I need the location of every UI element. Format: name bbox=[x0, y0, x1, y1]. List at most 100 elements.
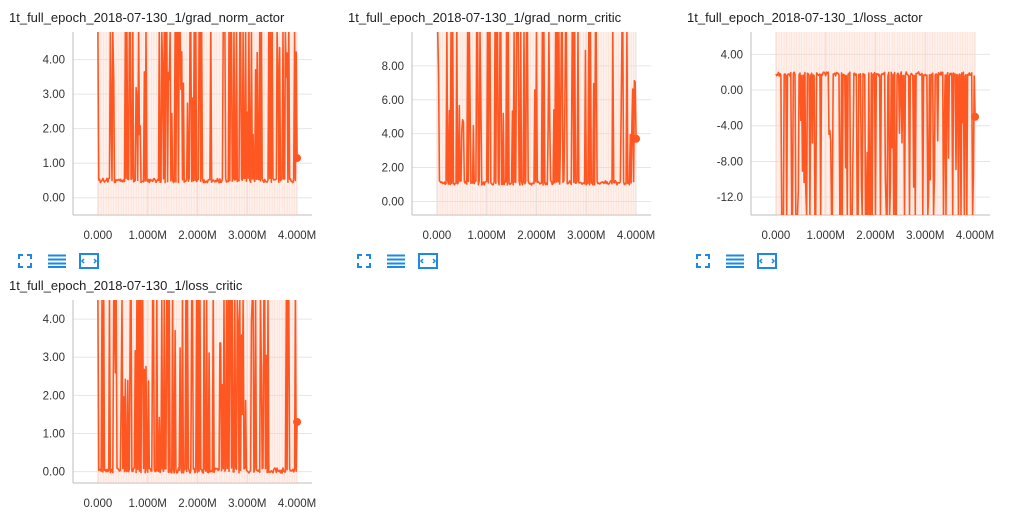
raw-band-mark bbox=[184, 32, 186, 215]
toggle-log-scale-button[interactable] bbox=[724, 251, 746, 271]
raw-band-mark bbox=[453, 32, 455, 215]
raw-band-mark bbox=[147, 32, 149, 215]
raw-band-mark bbox=[149, 300, 151, 483]
fit-domain-icon bbox=[418, 253, 438, 269]
raw-band-mark bbox=[114, 32, 116, 215]
y-tick-label: 2.00 bbox=[382, 163, 404, 175]
raw-band-mark bbox=[280, 32, 282, 215]
last-value-point[interactable] bbox=[632, 134, 641, 143]
y-tick-label: 8.00 bbox=[382, 61, 404, 73]
series-line bbox=[775, 71, 976, 215]
fit-domain-button[interactable] bbox=[756, 251, 778, 271]
raw-band-mark bbox=[172, 32, 174, 215]
raw-band-mark bbox=[205, 32, 207, 215]
raw-band-mark bbox=[207, 300, 209, 483]
toggle-log-scale-icon bbox=[387, 254, 405, 268]
raw-band-mark bbox=[278, 300, 281, 483]
raw-band-mark bbox=[265, 32, 267, 215]
y-tick-label: 0.00 bbox=[382, 196, 404, 208]
raw-band-mark bbox=[835, 32, 837, 215]
raw-band-mark bbox=[582, 32, 585, 215]
raw-band-mark bbox=[210, 300, 212, 483]
raw-band-mark bbox=[215, 300, 217, 483]
raw-band-mark bbox=[938, 32, 940, 215]
last-value-point[interactable] bbox=[293, 418, 302, 426]
raw-band-mark bbox=[531, 32, 533, 215]
raw-band-mark bbox=[248, 300, 251, 483]
y-tick-label: 4.00 bbox=[382, 129, 404, 141]
raw-band-mark bbox=[817, 32, 819, 215]
raw-band-mark bbox=[214, 32, 216, 215]
raw-band-mark bbox=[292, 32, 294, 215]
series-line bbox=[436, 32, 637, 186]
raw-band-mark bbox=[277, 300, 279, 483]
raw-band-mark bbox=[877, 32, 879, 215]
y-tick-label: 3.00 bbox=[43, 89, 65, 101]
raw-band-mark bbox=[810, 32, 812, 215]
raw-band-mark bbox=[777, 32, 779, 215]
raw-band-mark bbox=[609, 32, 611, 215]
raw-band-mark bbox=[460, 32, 462, 215]
raw-band-mark bbox=[252, 32, 254, 215]
raw-band-mark bbox=[619, 32, 621, 215]
raw-band-mark bbox=[285, 32, 287, 215]
fit-domain-icon bbox=[79, 253, 99, 269]
toggle-log-scale-button[interactable] bbox=[46, 251, 68, 271]
raw-band-mark bbox=[607, 32, 610, 215]
x-tick-label: 1.000M bbox=[129, 230, 167, 242]
raw-band-mark bbox=[290, 300, 292, 483]
raw-band-mark bbox=[99, 300, 101, 483]
series-line bbox=[97, 300, 298, 474]
raw-band-mark bbox=[940, 32, 942, 215]
raw-band-mark bbox=[440, 32, 442, 215]
fullscreen-icon bbox=[357, 254, 371, 268]
raw-band-mark bbox=[968, 32, 970, 215]
raw-band-mark bbox=[275, 300, 277, 483]
raw-band-mark bbox=[824, 32, 826, 215]
fullscreen-button[interactable] bbox=[692, 251, 714, 271]
raw-band-mark bbox=[119, 300, 121, 483]
x-tick-label: 1.000M bbox=[807, 230, 845, 242]
raw-band-mark bbox=[885, 32, 887, 215]
raw-band-mark bbox=[602, 32, 605, 215]
raw-band-mark bbox=[212, 32, 214, 215]
y-tick-label: 6.00 bbox=[382, 95, 404, 107]
fit-domain-button[interactable] bbox=[417, 251, 439, 271]
raw-band-mark bbox=[443, 32, 445, 215]
last-value-point[interactable] bbox=[293, 154, 302, 163]
raw-band-mark bbox=[551, 32, 553, 215]
series-line bbox=[97, 32, 298, 184]
raw-band-mark bbox=[121, 32, 123, 215]
last-value-point[interactable] bbox=[971, 112, 980, 121]
raw-band-mark bbox=[624, 32, 626, 215]
y-tick-label: 4.00 bbox=[721, 49, 743, 61]
raw-band-mark bbox=[177, 300, 179, 483]
raw-band-mark bbox=[202, 32, 204, 215]
toggle-log-scale-button[interactable] bbox=[385, 251, 407, 271]
raw-band-mark bbox=[799, 32, 801, 215]
fullscreen-icon bbox=[18, 254, 32, 268]
raw-band-mark bbox=[117, 300, 120, 483]
y-tick-label: 4.00 bbox=[43, 314, 65, 326]
raw-band-mark bbox=[953, 32, 955, 215]
fullscreen-button[interactable] bbox=[14, 251, 36, 271]
raw-band-mark bbox=[491, 32, 493, 215]
raw-band-mark bbox=[634, 32, 636, 215]
fit-domain-button[interactable] bbox=[78, 251, 100, 271]
raw-band-mark bbox=[597, 32, 600, 215]
raw-band-mark bbox=[569, 32, 571, 215]
raw-band-mark bbox=[920, 32, 922, 215]
raw-band-mark bbox=[272, 300, 274, 483]
fullscreen-button[interactable] bbox=[353, 251, 375, 271]
raw-band-mark bbox=[220, 32, 222, 215]
raw-band-mark bbox=[591, 32, 593, 215]
raw-band-mark bbox=[283, 300, 285, 483]
toggle-log-scale-icon bbox=[726, 254, 744, 268]
raw-band-mark bbox=[516, 32, 518, 215]
raw-band-mark bbox=[154, 32, 156, 215]
raw-band-mark bbox=[194, 300, 196, 483]
raw-band-mark bbox=[858, 32, 861, 215]
raw-band-mark bbox=[106, 300, 108, 483]
raw-band-mark bbox=[102, 32, 105, 215]
raw-band-mark bbox=[107, 32, 110, 215]
